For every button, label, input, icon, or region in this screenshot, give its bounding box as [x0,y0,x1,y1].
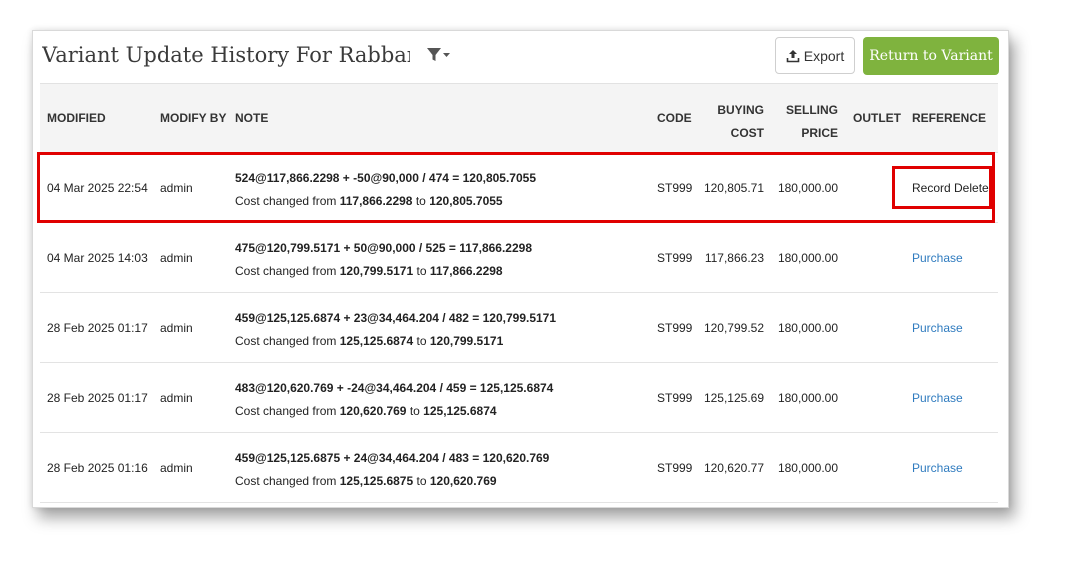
note-formula: 459@125,125.6875 + 24@34,464.204 / 483 =… [235,451,550,465]
col-buying-cost-line2: COST [730,126,764,140]
note-cost-change: Cost changed from 125,125.6875 to 120,62… [235,474,497,488]
reference-purchase-link[interactable]: Purchase [912,390,963,405]
table-row: 28 Feb 2025 01:17 admin 459@125,125.6874… [40,293,998,363]
note-cost-change: Cost changed from 125,125.6874 to 120,79… [235,334,503,348]
col-reference: REFERENCE [912,111,987,125]
note-from: 125,125.6875 [339,474,414,488]
note-to: 117,866.2298 [429,264,503,278]
modify-by-cell: admin [160,320,193,335]
note-to-word: to [416,474,427,488]
col-outlet: OUTLET [853,111,901,125]
table-row: 28 Feb 2025 01:16 admin 459@125,125.6875… [40,433,998,503]
modified-cell: 04 Mar 2025 22:54 [47,180,148,195]
note-formula: 524@117,866.2298 + -50@90,000 / 474 = 12… [235,171,536,185]
modify-by-cell: admin [160,460,193,475]
note-to: 120,805.7055 [429,194,503,208]
col-modified: MODIFIED [47,111,106,125]
note-formula: 459@125,125.6874 + 23@34,464.204 / 482 =… [235,311,557,325]
page-title: Variant Update History For Rabbani Ba [42,43,410,67]
note-formula: 475@120,799.5171 + 50@90,000 / 525 = 117… [235,241,532,255]
reference-deleted: Record Deleted [912,180,996,195]
col-buying-cost: BUYING COST [700,99,764,145]
selling-price-cell: 180,000.00 [777,250,838,265]
modified-cell: 04 Mar 2025 14:03 [47,250,148,265]
upload-icon [786,49,800,62]
history-panel: Variant Update History For Rabbani Ba Ex… [32,30,1009,508]
note-prefix: Cost changed from [235,474,337,488]
selling-price-cell: 180,000.00 [777,320,838,335]
table-row: 28 Feb 2025 01:17 admin 483@120,620.769 … [40,363,998,433]
modified-cell: 28 Feb 2025 01:17 [47,390,148,405]
selling-price-cell: 180,000.00 [777,390,838,405]
note-to: 120,799.5171 [429,334,504,348]
buying-cost-cell: 120,799.52 [703,320,764,335]
col-selling-price-line2: PRICE [801,126,838,140]
note-cost-change: Cost changed from 117,866.2298 to 120,80… [235,194,503,208]
col-selling-price: SELLING PRICE [774,99,838,145]
code-cell: ST999 [657,250,693,265]
code-cell: ST999 [657,320,693,335]
note-from: 120,620.769 [339,404,407,418]
note-to-word: to [415,194,426,208]
note-to: 125,125.6874 [423,404,497,418]
reference-purchase-link[interactable]: Purchase [912,460,963,475]
note-formula: 483@120,620.769 + -24@34,464.204 / 459 =… [235,381,554,395]
modified-cell: 28 Feb 2025 01:16 [47,460,148,475]
note-from: 117,866.2298 [339,194,413,208]
note-prefix: Cost changed from [235,334,337,348]
code-cell: ST999 [657,390,693,405]
selling-price-cell: 180,000.00 [777,180,838,195]
modify-by-cell: admin [160,250,193,265]
selling-price-cell: 180,000.00 [777,460,838,475]
export-button[interactable]: Export [775,37,855,74]
buying-cost-cell: 120,620.77 [703,460,764,475]
note-to-word: to [416,334,427,348]
table-row: 04 Mar 2025 14:03 admin 475@120,799.5171… [40,223,998,293]
table-header: MODIFIED MODIFY BY NOTE CODE BUYING COST… [40,83,998,153]
note-cost-change: Cost changed from 120,799.5171 to 117,86… [235,264,503,278]
col-note: NOTE [235,111,269,125]
note-cost-change: Cost changed from 120,620.769 to 125,125… [235,404,497,418]
note-from: 125,125.6874 [339,334,414,348]
note-prefix: Cost changed from [235,264,337,278]
table-row: 04 Mar 2025 22:54 admin 524@117,866.2298… [40,153,998,223]
buying-cost-cell: 117,866.23 [704,250,764,265]
note-prefix: Cost changed from [235,194,337,208]
note-to: 120,620.769 [429,474,497,488]
panel-header: Variant Update History For Rabbani Ba Ex… [33,31,1008,83]
buying-cost-cell: 120,805.71 [703,180,764,195]
code-cell: ST999 [657,180,693,195]
return-to-variant-button[interactable]: Return to Variant [863,37,999,75]
filter-dropdown-icon[interactable] [426,47,452,63]
modify-by-cell: admin [160,180,193,195]
buying-cost-cell: 125,125.69 [703,390,764,405]
modified-cell: 28 Feb 2025 01:17 [47,320,148,335]
export-label: Export [803,47,845,64]
note-to-word: to [416,264,427,278]
reference-purchase-link[interactable]: Purchase [912,320,963,335]
code-cell: ST999 [657,460,693,475]
note-to-word: to [409,404,420,418]
col-selling-price-line1: SELLING [785,103,838,117]
modify-by-cell: admin [160,390,193,405]
col-code: CODE [657,111,692,125]
note-from: 120,799.5171 [339,264,414,278]
col-buying-cost-line1: BUYING [717,103,764,117]
note-prefix: Cost changed from [235,404,337,418]
col-modify-by: MODIFY BY [160,111,227,125]
history-table: MODIFIED MODIFY BY NOTE CODE BUYING COST… [40,83,998,503]
reference-purchase-link[interactable]: Purchase [912,250,963,265]
